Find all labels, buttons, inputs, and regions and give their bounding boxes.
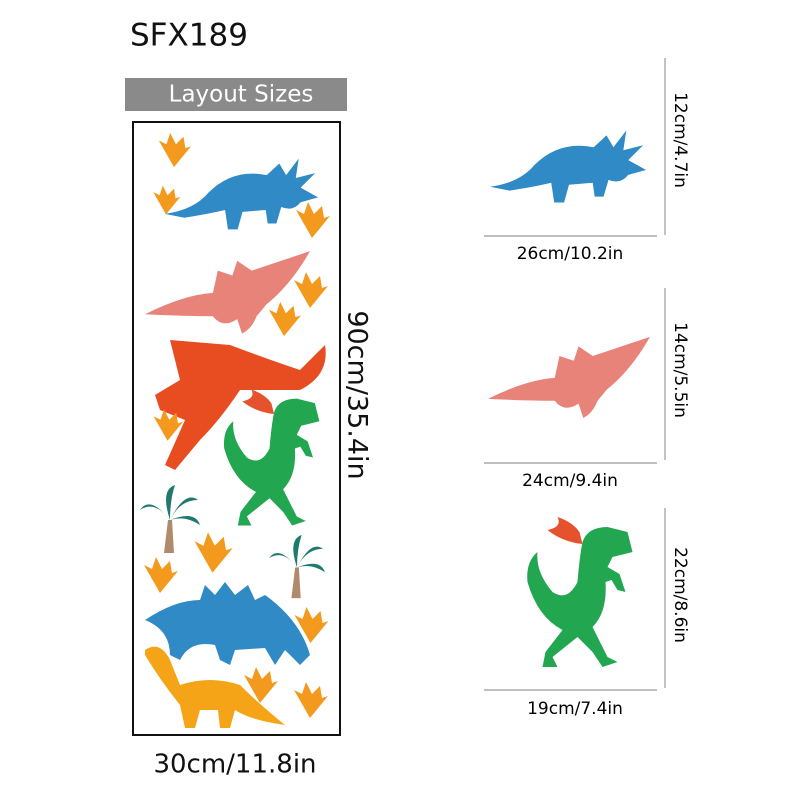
triceratops — [490, 130, 647, 203]
layout-height: 90cm/35.4in — [342, 310, 373, 479]
item-height: 14cm/5.5in — [670, 322, 690, 418]
badge-bg — [125, 78, 347, 111]
trex — [527, 517, 633, 667]
sheet-art — [140, 132, 330, 728]
item-width: 19cm/7.4in — [527, 699, 623, 719]
item-height: 12cm/4.7in — [670, 92, 690, 188]
pterosaur — [488, 336, 650, 418]
layout-width: 30cm/11.8in — [153, 750, 316, 780]
badge: Layout Sizes — [169, 82, 314, 108]
item-width: 24cm/9.4in — [522, 471, 618, 491]
item-height: 22cm/8.6in — [670, 547, 690, 643]
title: SFX189 — [130, 18, 248, 54]
item-width: 26cm/10.2in — [517, 244, 624, 264]
sheet — [132, 121, 341, 736]
